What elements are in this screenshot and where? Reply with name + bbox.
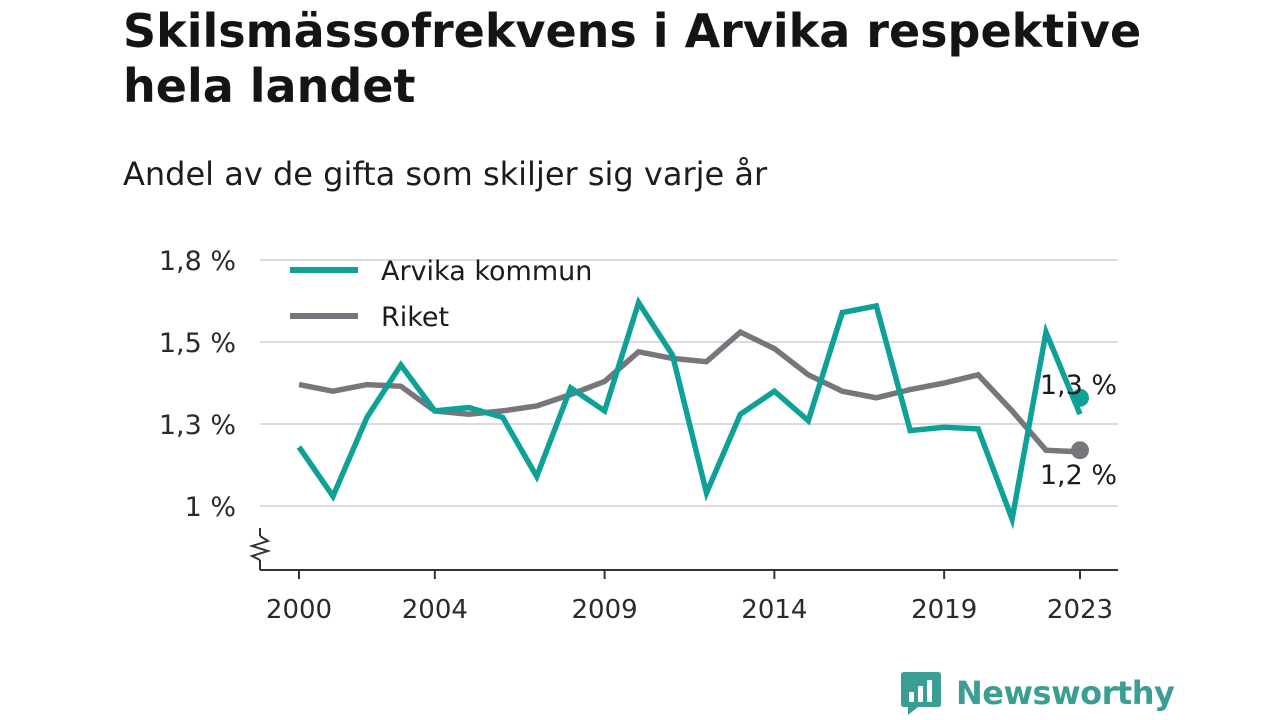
x-tick-label: 2000 (266, 595, 332, 625)
axis-break-icon (248, 535, 272, 561)
x-tick-label: 2019 (911, 595, 977, 625)
newsworthy-logo-icon (901, 672, 941, 715)
end-labels: 1,3 % 1,2 % (1040, 370, 1117, 491)
y-tick-label: 1,3 % (159, 410, 236, 441)
line-chart: 1 % 1,3 % 1,5 % 1,8 % 2000 2004 2009 2014 2019 20… (159, 246, 1118, 625)
y-tick-label: 1,5 % (159, 328, 236, 359)
chart-subtitle: Andel av de gifta som skiljer sig varje … (123, 155, 768, 193)
series-line-arvika (296, 296, 1083, 530)
x-tick-label: 2004 (402, 595, 468, 625)
end-label-arvika: 1,3 % (1040, 370, 1117, 401)
grid-lines (260, 259, 1118, 507)
x-tick-label: 2009 (572, 595, 638, 625)
end-point-arvika (1071, 388, 1089, 407)
legend: Arvika kommun Riket (290, 256, 592, 333)
legend-label-riket: Riket (381, 302, 449, 333)
chart-title: Skilsmässofrekvens i Arvika respektive h… (123, 4, 1142, 113)
legend-label-arvika: Arvika kommun (381, 256, 592, 287)
axes: 1 % 1,3 % 1,5 % 1,8 % 2000 2004 2009 2014 2019 20… (159, 246, 1118, 625)
end-label-riket: 1,2 % (1040, 460, 1117, 491)
end-point-riket (1071, 441, 1089, 460)
brand-logo: Newsworthy (900, 668, 1175, 718)
x-tick-label: 2014 (741, 595, 807, 625)
x-tick-label: 2023 (1047, 595, 1113, 625)
brand-name: Newsworthy (956, 674, 1175, 712)
y-tick-label: 1 % (185, 492, 236, 523)
series-lines (296, 296, 1089, 530)
y-tick-label: 1,8 % (159, 246, 236, 277)
